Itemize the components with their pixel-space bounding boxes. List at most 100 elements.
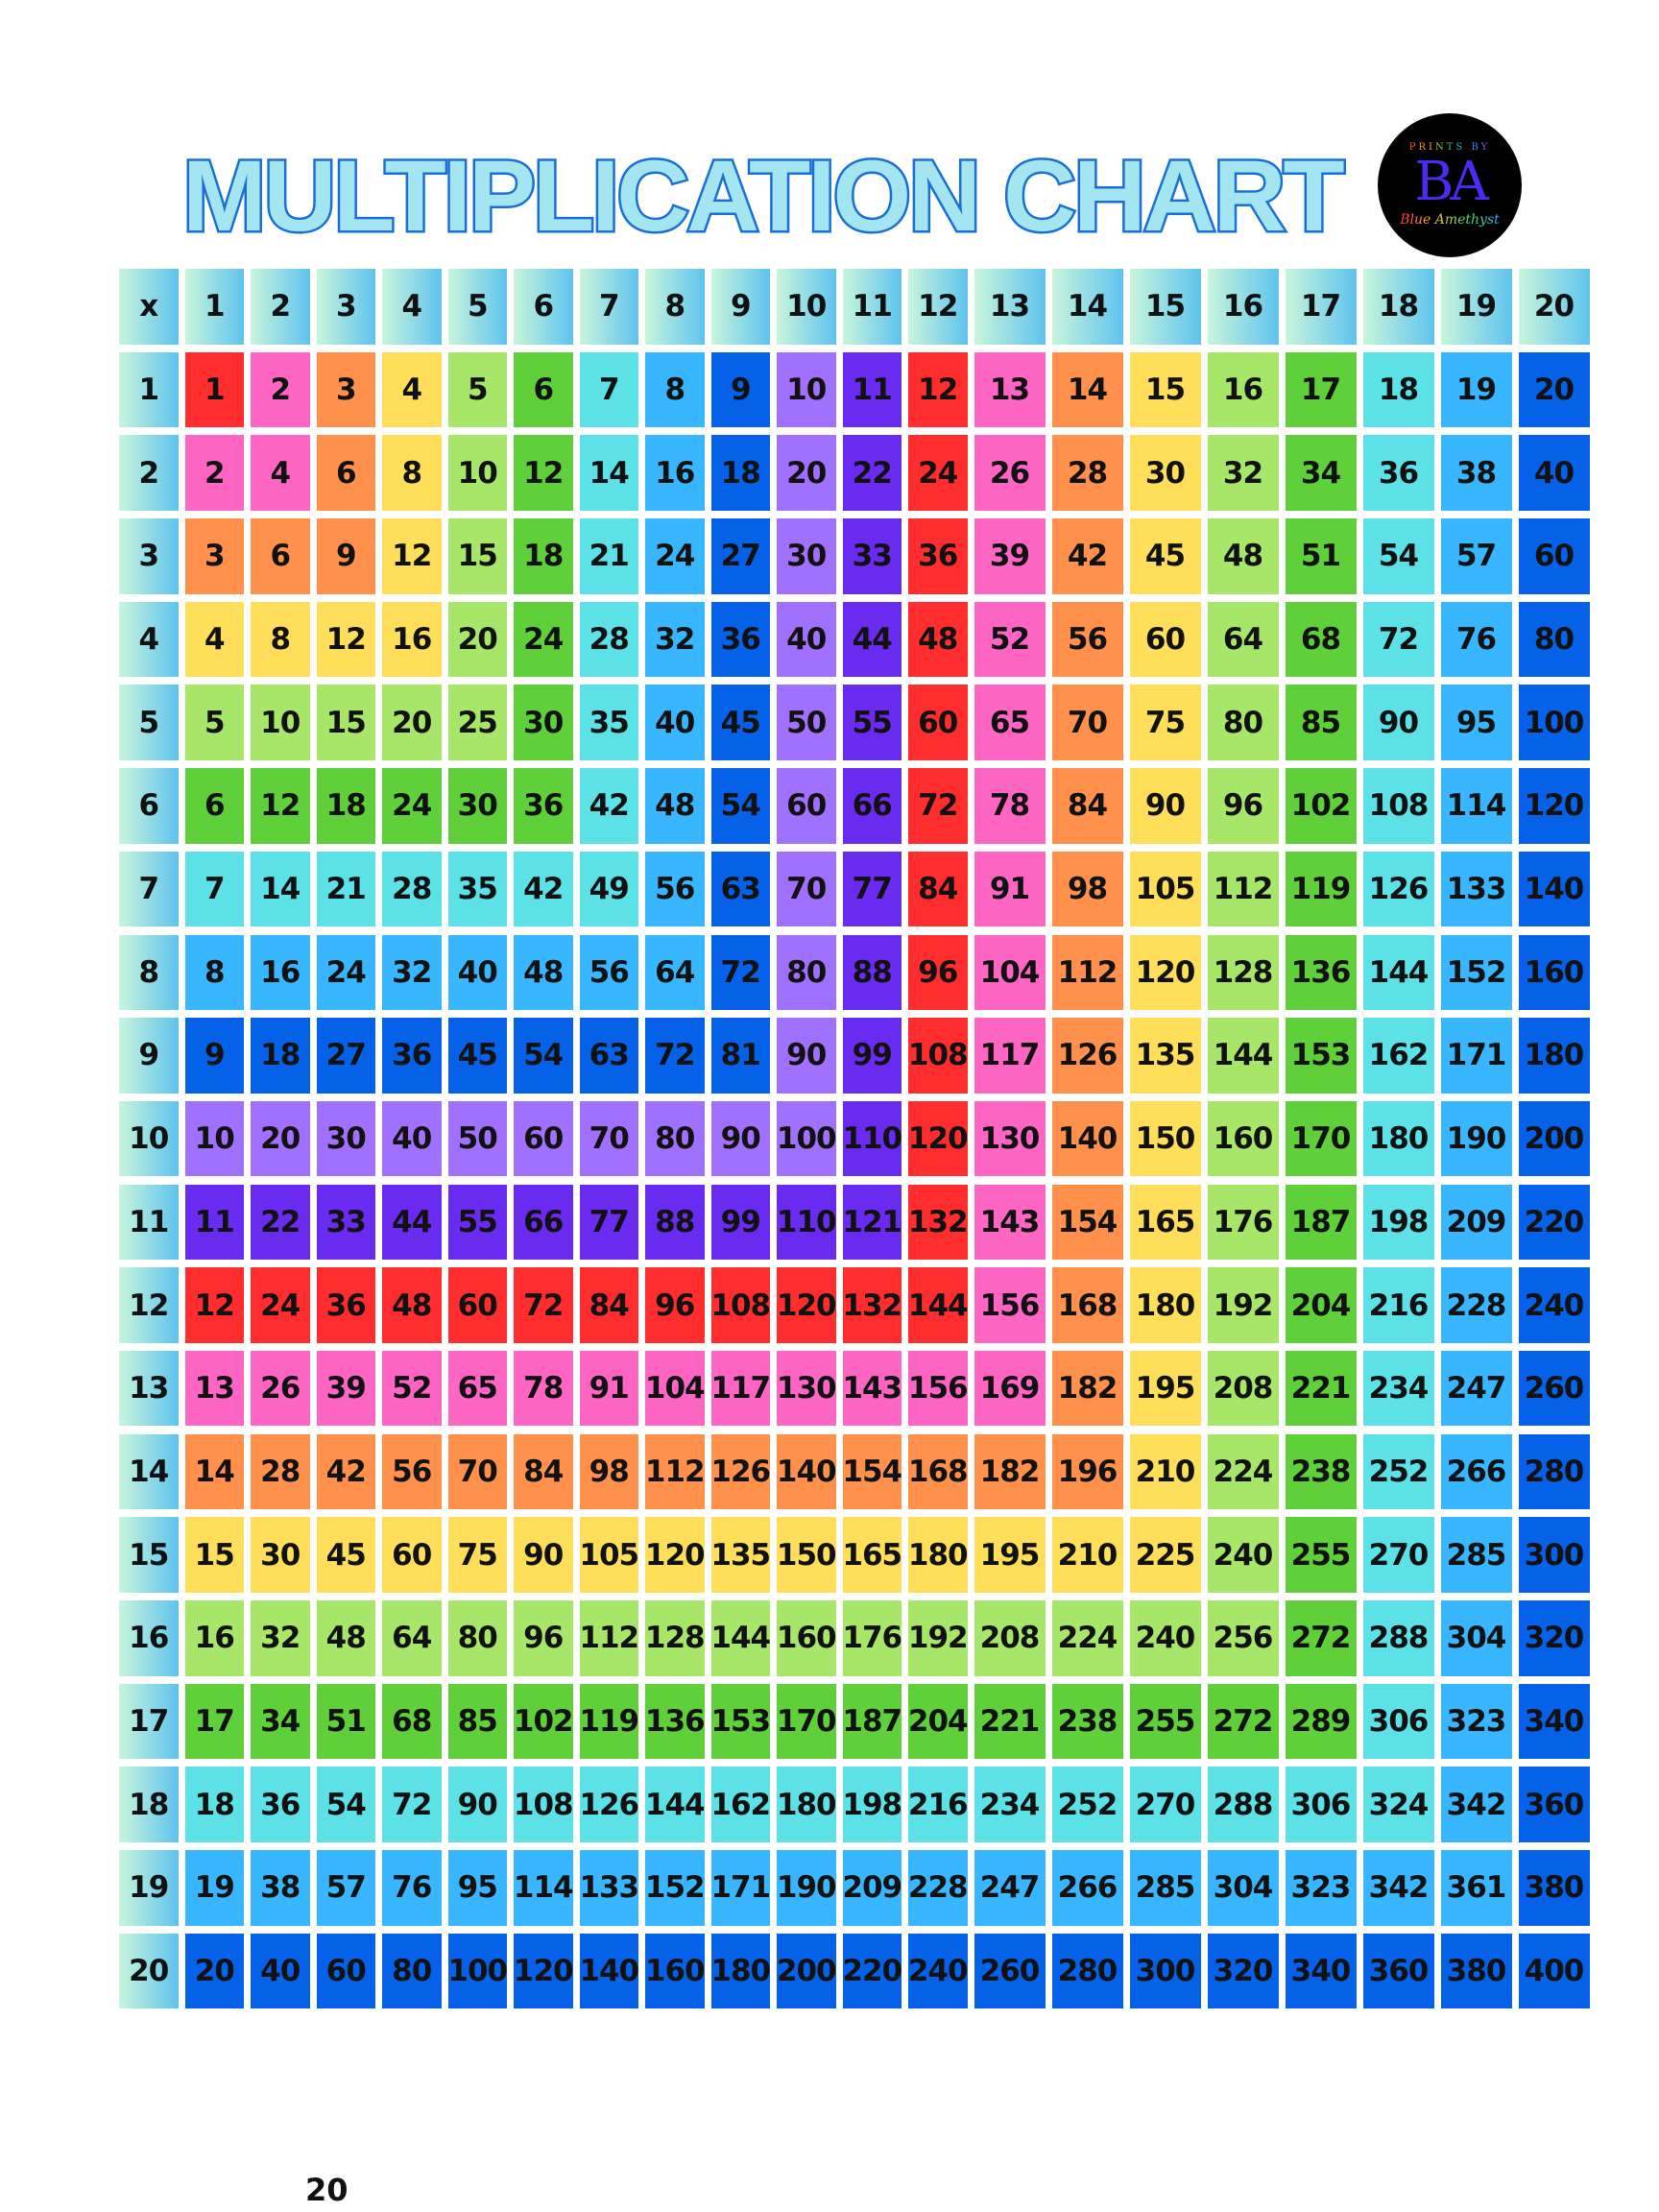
product-cell: 30 bbox=[251, 1517, 310, 1593]
product-cell: 2 bbox=[184, 435, 244, 511]
product-cell: 52 bbox=[382, 1350, 442, 1427]
product-cell: 60 bbox=[777, 768, 836, 844]
product-cell: 180 bbox=[1518, 1018, 1590, 1094]
product-cell: 126 bbox=[710, 1433, 771, 1510]
product-cell: 190 bbox=[1440, 1100, 1512, 1177]
product-cell: 6 bbox=[316, 435, 375, 511]
product-cell: 65 bbox=[447, 1350, 507, 1427]
product-cell: 9 bbox=[316, 518, 375, 594]
row-header-cell: 18 bbox=[119, 1767, 179, 1842]
product-cell: 300 bbox=[1129, 1933, 1201, 2009]
product-cell: 100 bbox=[447, 1933, 508, 2009]
product-cell: 153 bbox=[710, 1683, 771, 1760]
product-cell: 110 bbox=[777, 1184, 837, 1261]
product-cell: 196 bbox=[1051, 1433, 1123, 1510]
product-cell: 55 bbox=[447, 1184, 507, 1261]
product-cell: 35 bbox=[579, 685, 638, 760]
product-cell: 120 bbox=[1129, 934, 1201, 1010]
product-cell: 78 bbox=[974, 768, 1046, 844]
product-cell: 80 bbox=[447, 1600, 507, 1676]
product-cell: 64 bbox=[645, 934, 705, 1010]
product-cell: 12 bbox=[184, 1267, 244, 1343]
product-cell: 280 bbox=[1518, 1433, 1590, 1510]
product-cell: 120 bbox=[514, 1933, 574, 2009]
product-cell: 240 bbox=[908, 1933, 969, 2009]
product-cell: 85 bbox=[1285, 685, 1357, 760]
product-cell: 38 bbox=[1440, 435, 1512, 511]
column-header-cell: 7 bbox=[579, 269, 638, 345]
product-cell: 60 bbox=[382, 1517, 442, 1593]
product-cell: 27 bbox=[316, 1018, 375, 1094]
product-cell: 60 bbox=[316, 1933, 375, 2009]
product-cell: 30 bbox=[447, 768, 507, 844]
product-cell: 36 bbox=[382, 1018, 442, 1094]
product-cell: 260 bbox=[1518, 1350, 1590, 1427]
product-cell: 32 bbox=[1207, 435, 1279, 511]
product-cell: 182 bbox=[974, 1433, 1046, 1510]
product-cell: 171 bbox=[1440, 1018, 1512, 1094]
product-cell: 135 bbox=[1129, 1018, 1201, 1094]
product-cell: 272 bbox=[1207, 1683, 1279, 1760]
product-cell: 96 bbox=[908, 934, 968, 1010]
product-cell: 36 bbox=[251, 1767, 310, 1842]
product-cell: 27 bbox=[710, 518, 770, 594]
product-cell: 18 bbox=[710, 435, 770, 511]
product-cell: 204 bbox=[1285, 1267, 1357, 1343]
product-cell: 360 bbox=[1362, 1933, 1434, 2009]
product-cell: 135 bbox=[710, 1517, 771, 1593]
product-cell: 320 bbox=[1207, 1933, 1279, 2009]
product-cell: 56 bbox=[1051, 601, 1123, 678]
product-cell: 144 bbox=[908, 1267, 969, 1343]
product-cell: 150 bbox=[777, 1517, 837, 1593]
product-cell: 54 bbox=[1362, 518, 1434, 594]
product-cell: 126 bbox=[579, 1767, 639, 1842]
product-cell: 20 bbox=[184, 1933, 244, 2009]
product-cell: 16 bbox=[1207, 351, 1279, 428]
product-cell: 48 bbox=[908, 601, 968, 678]
product-cell: 380 bbox=[1440, 1933, 1512, 2009]
product-cell: 28 bbox=[579, 601, 638, 678]
product-cell: 280 bbox=[1051, 1933, 1123, 2009]
product-cell: 13 bbox=[184, 1350, 244, 1427]
product-cell: 60 bbox=[447, 1267, 507, 1343]
product-cell: 11 bbox=[184, 1184, 244, 1261]
product-cell: 14 bbox=[1051, 351, 1123, 428]
product-cell: 5 bbox=[184, 685, 244, 760]
product-cell: 75 bbox=[447, 1517, 507, 1593]
row-header-cell: 13 bbox=[119, 1350, 179, 1427]
product-cell: 20 bbox=[382, 685, 442, 760]
product-cell: 36 bbox=[316, 1267, 375, 1343]
product-cell: 152 bbox=[1440, 934, 1512, 1010]
product-cell: 70 bbox=[579, 1100, 638, 1177]
product-cell: 136 bbox=[645, 1683, 706, 1760]
product-cell: 165 bbox=[1129, 1184, 1201, 1261]
product-cell: 18 bbox=[316, 768, 375, 844]
product-cell: 54 bbox=[710, 768, 770, 844]
product-cell: 64 bbox=[1207, 601, 1279, 678]
page-title: MULTIPLICATION CHART bbox=[180, 138, 1348, 255]
column-header-cell: 12 bbox=[908, 269, 968, 345]
product-cell: 168 bbox=[1051, 1267, 1123, 1343]
product-cell: 361 bbox=[1440, 1850, 1512, 1926]
product-cell: 18 bbox=[514, 518, 573, 594]
product-cell: 91 bbox=[579, 1350, 638, 1427]
product-cell: 20 bbox=[447, 601, 507, 678]
product-cell: 45 bbox=[710, 685, 770, 760]
product-cell: 68 bbox=[1285, 601, 1357, 678]
product-cell: 98 bbox=[1051, 851, 1123, 927]
product-cell: 10 bbox=[251, 685, 310, 760]
product-cell: 48 bbox=[645, 768, 705, 844]
product-cell: 209 bbox=[1440, 1184, 1512, 1261]
product-cell: 90 bbox=[777, 1018, 836, 1094]
product-cell: 150 bbox=[1129, 1100, 1201, 1177]
product-cell: 140 bbox=[1518, 851, 1590, 927]
product-cell: 204 bbox=[908, 1683, 969, 1760]
product-cell: 208 bbox=[1207, 1350, 1279, 1427]
product-cell: 144 bbox=[710, 1600, 771, 1676]
product-cell: 192 bbox=[1207, 1267, 1279, 1343]
product-cell: 50 bbox=[777, 685, 836, 760]
product-cell: 252 bbox=[1051, 1767, 1123, 1842]
product-cell: 95 bbox=[447, 1850, 507, 1926]
product-cell: 240 bbox=[1207, 1517, 1279, 1593]
product-cell: 8 bbox=[382, 435, 442, 511]
